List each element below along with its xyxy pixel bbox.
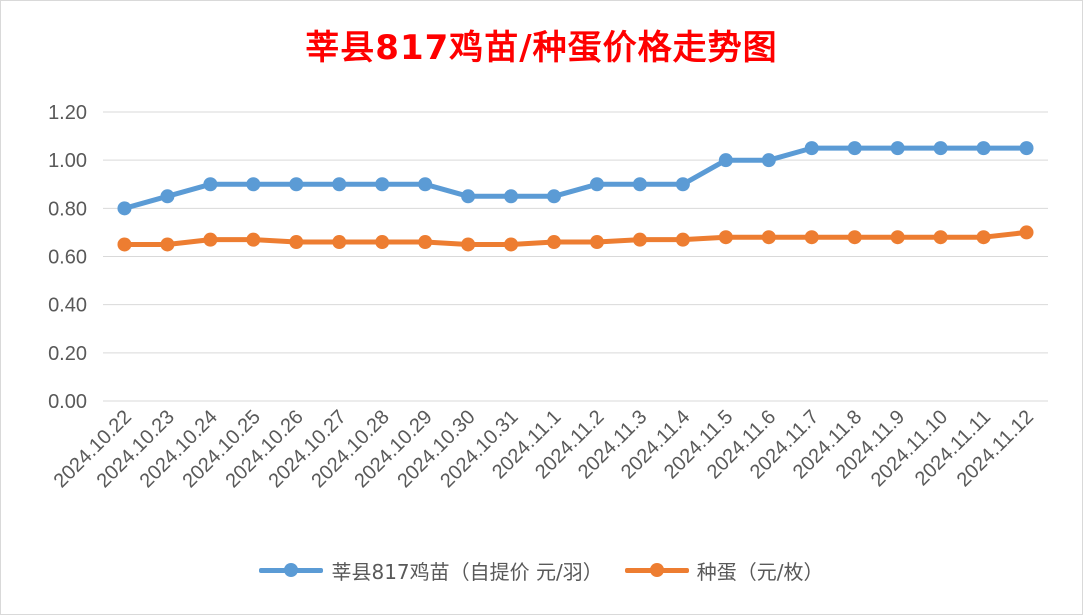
y-tick-label: 0.20 (48, 343, 87, 365)
data-point (804, 230, 819, 245)
data-point (589, 235, 604, 250)
data-point (761, 230, 776, 245)
data-point (976, 141, 991, 156)
legend-item-chick: 莘县817鸡苗（自提价 元/羽） (259, 556, 603, 585)
data-point (761, 153, 776, 168)
data-point (246, 232, 261, 247)
data-point (675, 177, 690, 192)
legend-item-egg: 种蛋（元/枚） (624, 556, 824, 585)
data-point (332, 235, 347, 250)
data-point (375, 235, 390, 250)
data-point (160, 189, 175, 204)
data-point (589, 177, 604, 192)
data-point (332, 177, 347, 192)
data-point (933, 141, 948, 156)
y-tick-label: 0.00 (48, 391, 87, 413)
series-line-0 (122, 145, 1029, 211)
y-tick-label: 1.20 (48, 102, 87, 124)
data-point (461, 237, 476, 252)
data-point (804, 141, 819, 156)
data-point (1019, 141, 1034, 156)
data-point (847, 230, 862, 245)
data-point (718, 153, 733, 168)
data-point (203, 177, 218, 192)
data-point (418, 235, 433, 250)
data-point (890, 141, 905, 156)
legend-label-egg: 种蛋（元/枚） (696, 559, 824, 584)
data-point (160, 237, 175, 252)
data-point (632, 177, 647, 192)
legend-label-chick: 莘县817鸡苗（自提价 元/羽） (331, 559, 603, 584)
data-point (718, 230, 733, 245)
y-tick-label: 1.00 (48, 150, 87, 172)
data-point (461, 189, 476, 204)
y-tick-label: 0.80 (48, 198, 87, 220)
legend-swatch-chick (259, 563, 324, 577)
data-point (1019, 225, 1034, 240)
data-point (504, 237, 519, 252)
data-point (675, 232, 690, 247)
data-point (117, 201, 132, 216)
legend: 莘县817鸡苗（自提价 元/羽） 种蛋（元/枚） (0, 553, 1083, 587)
data-point (289, 235, 304, 250)
data-point (246, 177, 261, 192)
y-tick-label: 0.40 (48, 295, 87, 317)
data-point (847, 141, 862, 156)
data-point (418, 177, 433, 192)
data-point (547, 189, 562, 204)
legend-swatch-egg (624, 563, 689, 577)
data-point (547, 235, 562, 250)
chart-title: 莘县817鸡苗/种蛋价格走势图 (305, 28, 778, 68)
data-point (504, 189, 519, 204)
data-point (117, 237, 132, 252)
data-point (289, 177, 304, 192)
series-line-1 (122, 229, 1029, 247)
data-point (976, 230, 991, 245)
data-point (933, 230, 948, 245)
data-point (203, 232, 218, 247)
data-point (375, 177, 390, 192)
y-tick-label: 0.60 (48, 247, 87, 269)
data-point (632, 232, 647, 247)
data-point (890, 230, 905, 245)
